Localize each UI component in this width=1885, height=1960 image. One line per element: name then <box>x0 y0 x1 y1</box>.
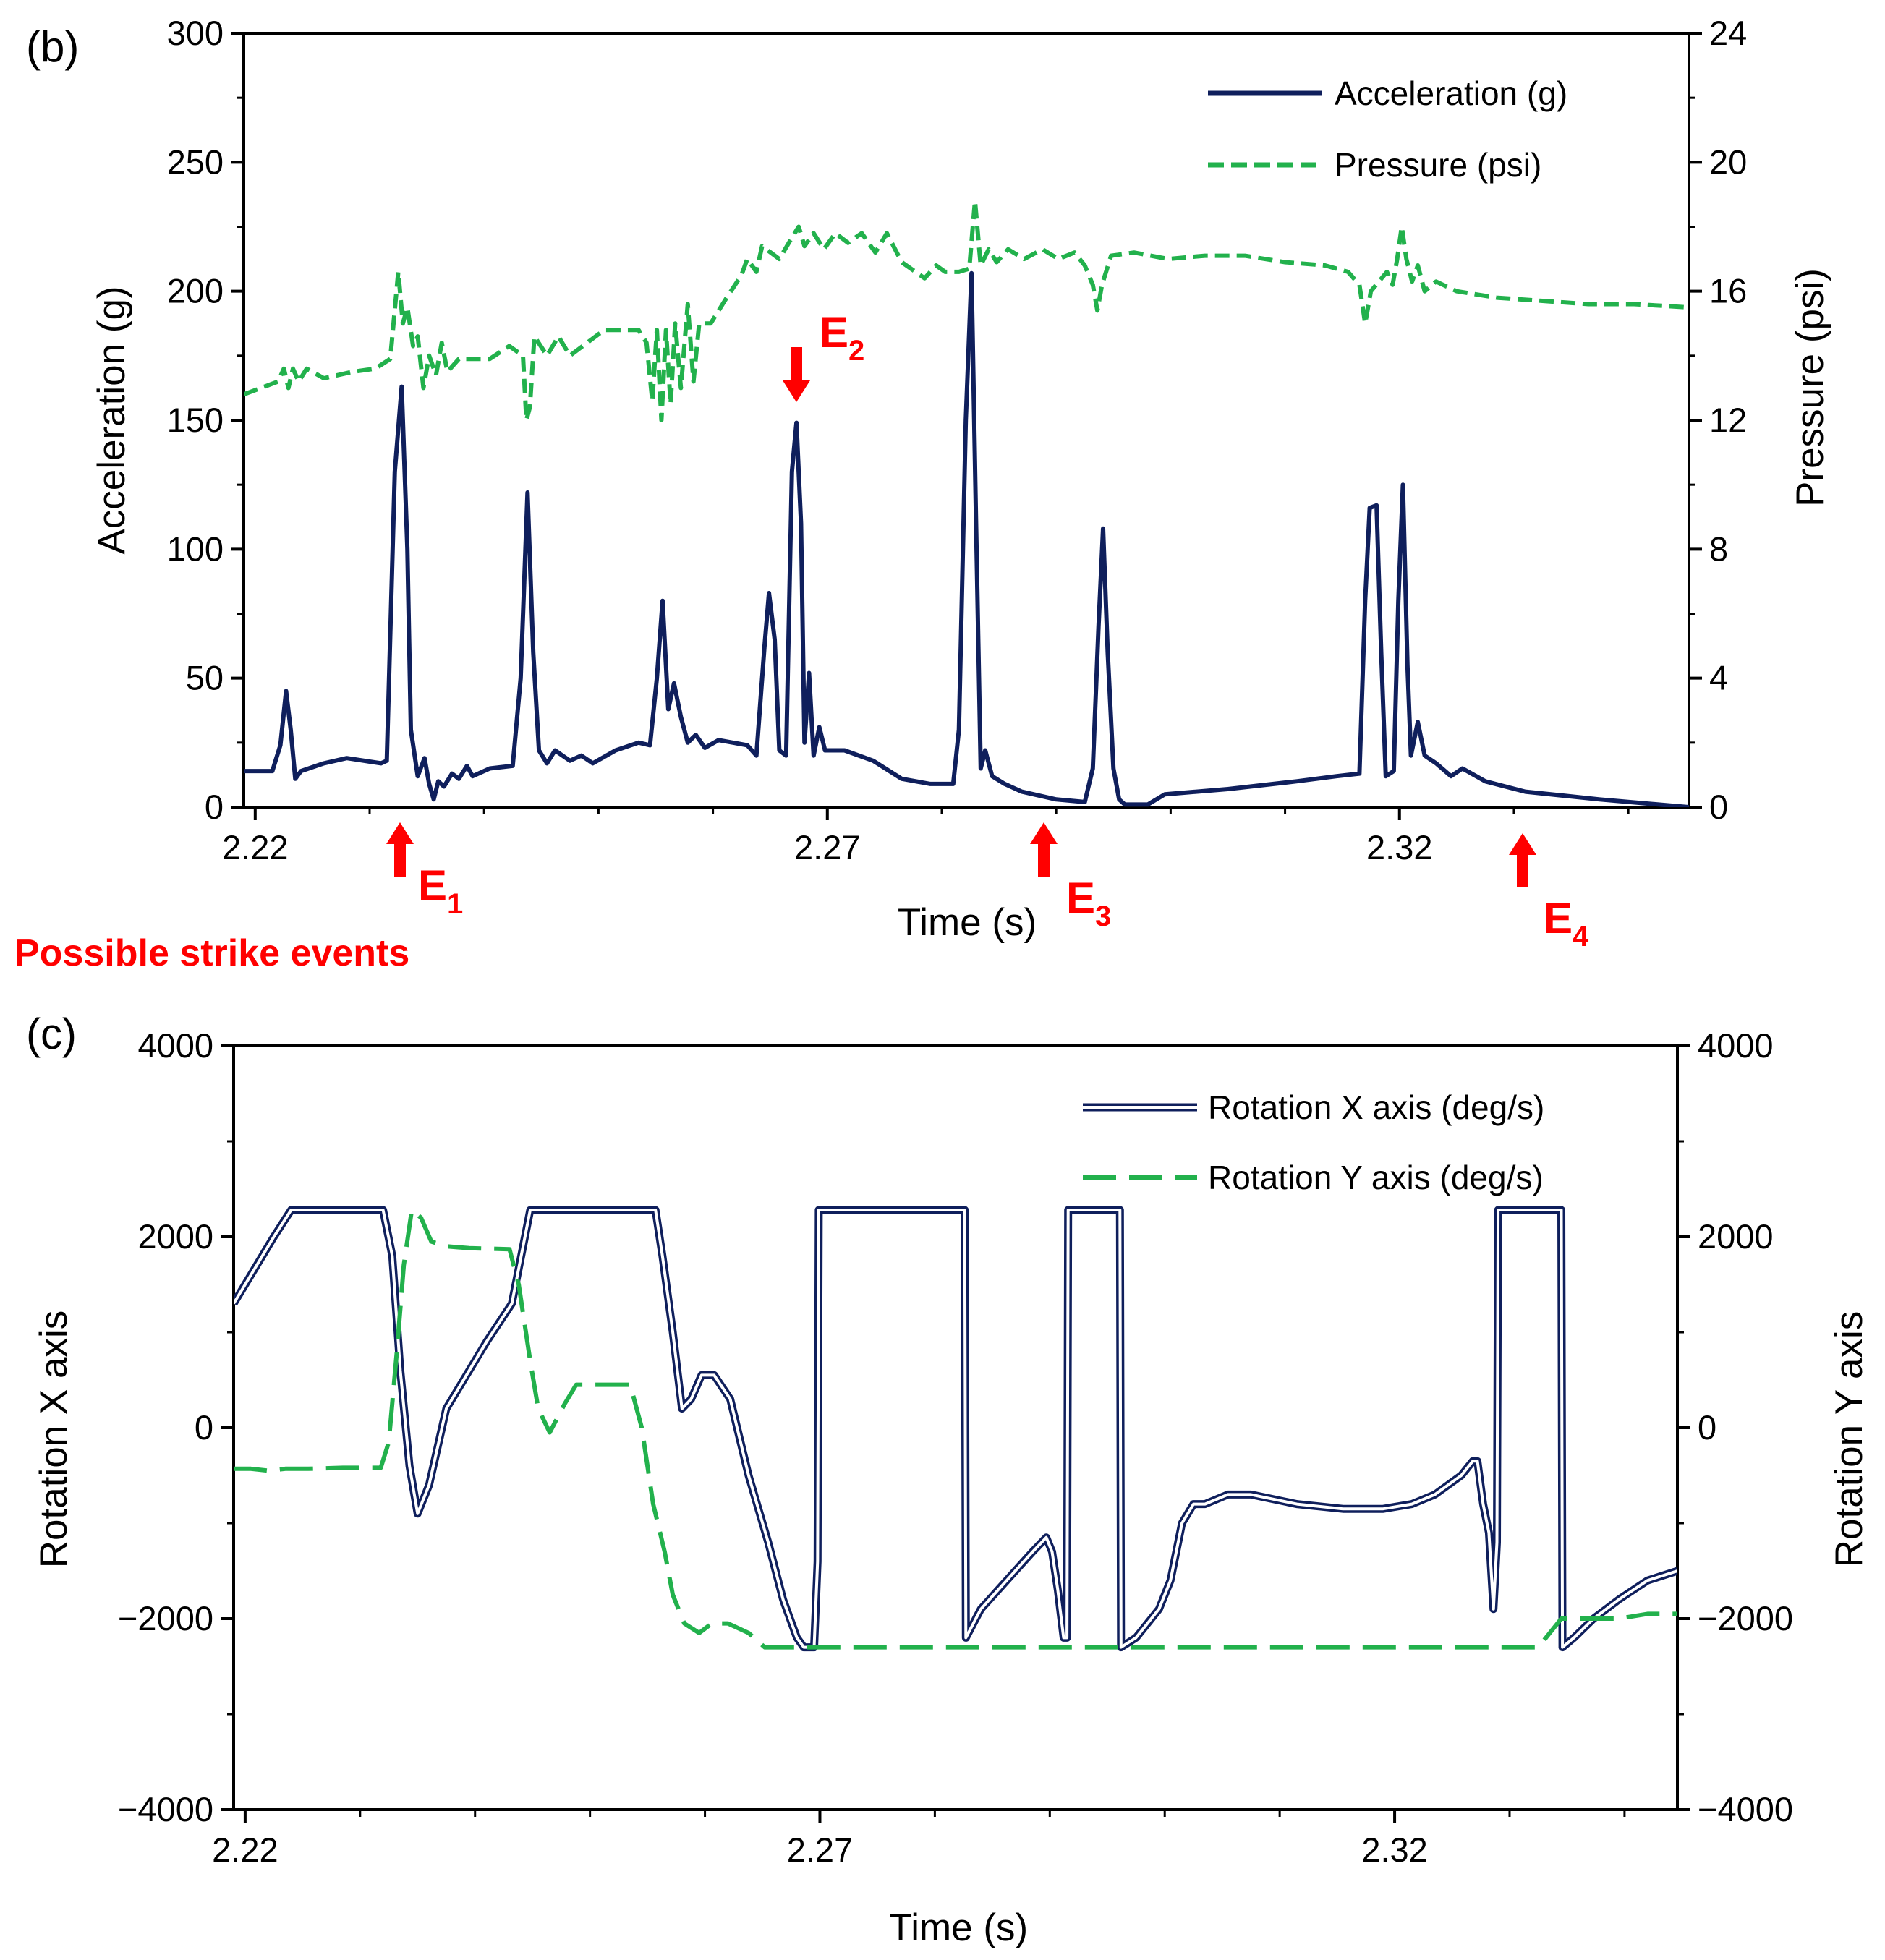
panel-c-ylabel: Rotation X axis <box>33 1311 75 1568</box>
y-tick-label: 200 <box>167 272 224 310</box>
event-e2-marker: E2 <box>783 308 864 402</box>
panel-b-legend: Acceleration (g) Pressure (psi) <box>1208 74 1567 184</box>
series-line-acceleration <box>244 270 1689 807</box>
y-tick-label: 150 <box>167 401 224 439</box>
x-tick-label: 2.32 <box>1366 828 1432 866</box>
y-tick-label: 0 <box>205 788 224 826</box>
y2-tick-label: 2000 <box>1698 1217 1774 1256</box>
event-e2-arrow <box>783 347 810 402</box>
event-e2-label: E2 <box>820 308 864 367</box>
y2-tick-label: 24 <box>1709 14 1747 52</box>
event-e3-marker: E3 <box>1030 822 1111 932</box>
possible-strike-events-note: Possible strike events <box>14 932 409 974</box>
panel-c-label: (c) <box>26 1010 77 1058</box>
panel-b-ticks <box>231 32 1702 820</box>
y-tick-label: −4000 <box>118 1790 213 1828</box>
y-tick-label: −2000 <box>118 1599 213 1637</box>
series-line-rotation-x-inner <box>234 1209 1677 1649</box>
x-tick-label: 2.22 <box>222 828 288 866</box>
series-line-pressure <box>244 198 1689 422</box>
y2-tick-label: 4 <box>1709 659 1728 697</box>
x-tick-label: 2.27 <box>787 1831 853 1869</box>
event-e1-label: E1 <box>418 861 463 920</box>
panel-c-tick-labels: −4000 −2000 0 2000 4000 −4000 −2000 0 2000 4000 2.… <box>118 1026 1793 1869</box>
legend-label-rotation-y: Rotation Y axis (deg/s) <box>1208 1159 1544 1196</box>
y2-tick-label: 8 <box>1709 529 1728 568</box>
event-e1-arrow <box>386 822 414 877</box>
y2-tick-label: 0 <box>1709 788 1728 826</box>
panel-b-ylabel: Acceleration (g) <box>90 286 133 554</box>
event-e3-arrow <box>1030 822 1058 877</box>
legend-label-acceleration: Acceleration (g) <box>1335 74 1567 112</box>
y-tick-label: 250 <box>167 142 224 181</box>
y-tick-label: 300 <box>167 14 224 52</box>
y-tick-label: 2000 <box>137 1217 213 1256</box>
legend-label-pressure: Pressure (psi) <box>1335 146 1541 184</box>
event-e1-marker: E1 <box>386 822 463 920</box>
event-e4-label: E4 <box>1544 894 1589 953</box>
panel-b-xlabel: Time (s) <box>898 901 1037 944</box>
strike-event-annotations: E1 E2 E3 E4 <box>386 308 1589 953</box>
series-line-rotation-y <box>234 1208 1677 1650</box>
y2-tick-label: −4000 <box>1698 1790 1793 1828</box>
x-tick-label: 2.22 <box>212 1831 278 1869</box>
y2-tick-label: 4000 <box>1698 1026 1774 1065</box>
y-tick-label: 50 <box>186 659 224 697</box>
x-tick-label: 2.27 <box>794 828 860 866</box>
panel-c-ticks <box>221 1044 1690 1823</box>
y2-tick-label: 20 <box>1709 142 1747 181</box>
x-tick-label: 2.32 <box>1361 1831 1427 1869</box>
panel-c-y2label: Rotation Y axis <box>1828 1311 1871 1568</box>
panel-b-label: (b) <box>26 22 79 71</box>
panel-c-rotation: (c) −4000 −2000 0 2000 4000 −4000 −2000 0 2000 40… <box>26 1010 1871 1949</box>
panel-b-tick-labels: 0 50 100 150 200 250 300 0 4 8 12 16 20 24 2.22 2.27 2.3… <box>167 14 1748 866</box>
panel-c-xlabel: Time (s) <box>889 1906 1028 1949</box>
y2-tick-label: 16 <box>1709 272 1747 310</box>
panel-c-legend: Rotation X axis (deg/s) Rotation Y axis … <box>1083 1088 1544 1196</box>
y-tick-label: 100 <box>167 529 224 568</box>
y2-tick-label: 0 <box>1698 1408 1716 1446</box>
panel-b-acceleration-pressure: (b) 0 50 100 150 200 250 300 0 4 8 12 16 20 24 2.22 2.2… <box>14 14 1831 974</box>
y2-tick-label: −2000 <box>1698 1599 1793 1637</box>
event-e4-marker: E4 <box>1509 833 1589 953</box>
legend-label-rotation-x: Rotation X axis (deg/s) <box>1208 1088 1544 1126</box>
y2-tick-label: 12 <box>1709 401 1747 439</box>
y-tick-label: 0 <box>195 1408 213 1446</box>
event-e4-arrow <box>1509 833 1536 887</box>
series-line-rotation-x <box>234 1206 1677 1652</box>
y-tick-label: 4000 <box>137 1026 213 1065</box>
event-e3-label: E3 <box>1066 874 1111 932</box>
panel-b-y2label: Pressure (psi) <box>1789 268 1831 507</box>
